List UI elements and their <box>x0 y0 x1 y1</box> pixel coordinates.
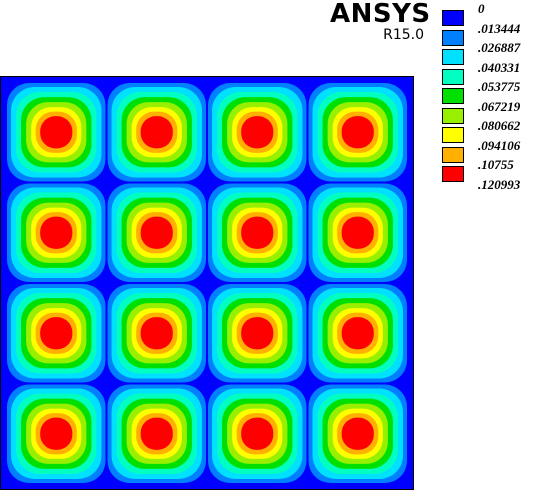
legend-swatch <box>442 146 464 163</box>
version-label: R15.0 <box>383 27 424 43</box>
legend-label: .080662 <box>478 118 521 133</box>
legend-label: .120993 <box>478 176 521 192</box>
contour-cell <box>107 83 206 182</box>
contour-cell <box>107 183 206 282</box>
contour-cell <box>107 384 206 483</box>
contour-band <box>40 417 73 450</box>
contour-band <box>241 116 274 149</box>
contour-cell <box>308 384 407 483</box>
legend-swatch <box>442 29 464 46</box>
contour-band <box>40 116 73 149</box>
contour-band <box>341 116 374 149</box>
contour-cell <box>7 284 106 383</box>
contour-cell <box>308 183 407 282</box>
contour-band <box>40 216 73 249</box>
contour-cell <box>107 284 206 383</box>
legend-label: .053775 <box>478 79 521 94</box>
contour-band <box>341 216 374 249</box>
contour-band <box>241 317 274 350</box>
legend-swatch <box>442 68 464 85</box>
legend-swatch <box>442 88 464 104</box>
contour-cell <box>208 83 307 182</box>
contour-band <box>241 417 274 450</box>
brand-block: ANSYS R15.0 <box>330 0 431 43</box>
contour-band <box>341 417 374 450</box>
contour-cell <box>308 284 407 383</box>
legend-swatch <box>442 166 464 182</box>
legend-swatch <box>442 107 464 124</box>
legend-label: 0 <box>478 1 485 16</box>
contour-cell <box>208 284 307 383</box>
contour-cell <box>208 183 307 282</box>
contour-band <box>40 317 73 350</box>
contour-cell <box>208 384 307 483</box>
contour-band <box>341 317 374 350</box>
contour-band <box>241 216 274 249</box>
contour-band <box>140 317 173 350</box>
contour-plot <box>0 76 414 490</box>
legend-label: .10755 <box>478 157 514 172</box>
contour-cell <box>7 83 106 182</box>
contour-cell <box>7 183 106 282</box>
legend-swatch <box>442 49 464 65</box>
contour-band <box>140 216 173 249</box>
brand-name: ANSYS <box>330 0 431 29</box>
legend-label: .094106 <box>478 137 521 153</box>
legend-swatch <box>442 127 464 143</box>
legend-swatch <box>442 10 464 26</box>
contour-legend: 0 .013444 .026887 .040331 .053775 .067219 .080… <box>442 2 538 198</box>
contour-cell <box>7 384 106 483</box>
contour-cell <box>308 83 407 182</box>
legend-label: .067219 <box>478 98 521 114</box>
contour-band <box>140 417 173 450</box>
contour-band <box>140 116 173 149</box>
legend-label: .040331 <box>478 59 521 75</box>
legend-label: .026887 <box>478 40 521 55</box>
legend-label: .013444 <box>478 20 521 36</box>
